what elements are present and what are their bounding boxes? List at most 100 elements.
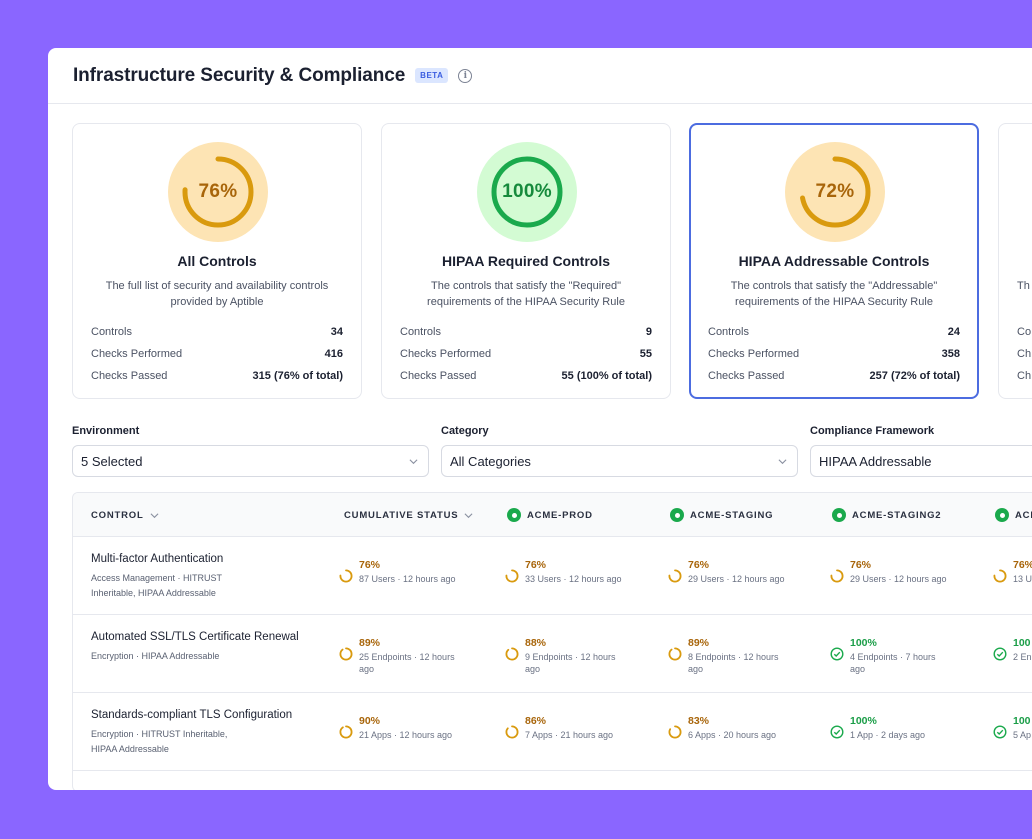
progress-ring: 100% (477, 142, 577, 242)
check-circle-icon (993, 647, 1007, 661)
compliance-framework-select[interactable]: HIPAA Addressable (810, 445, 1032, 477)
status-percent: 88% (525, 637, 547, 649)
column-header-acme-staging[interactable]: ACME-STAGING (670, 493, 773, 537)
stat-label: Checks Performed (400, 348, 492, 360)
stat-row: Controls 24 (708, 321, 960, 343)
table-row[interactable]: Standards-compliant TLS Configuration Enc… (73, 693, 1032, 771)
stat-value: 416 (324, 348, 343, 360)
status-percent: 100% (850, 715, 877, 727)
partial-progress-icon (668, 569, 682, 583)
column-header-acme-prod[interactable]: ACME-PROD (507, 493, 593, 537)
column-header-cumulative-status[interactable]: CUMULATIVE STATUS (344, 493, 473, 537)
card-description: The controls that satisfy the "Addressab… (730, 280, 938, 308)
stat-label: Co (1017, 326, 1032, 338)
check-circle-icon (830, 647, 844, 661)
stat-row: Co (1017, 321, 1032, 343)
status-percent: 90% (359, 715, 381, 727)
partial-progress-icon (505, 725, 519, 739)
stat-row: Checks Performed 358 (708, 343, 960, 365)
control-meta: Access Management · HITRUST Inheritable, … (91, 571, 321, 601)
category-filter: Category All Categories (441, 425, 798, 477)
stat-label: Controls (400, 326, 441, 338)
beta-badge: BETA (415, 68, 449, 83)
status-percent: 89% (688, 637, 710, 649)
check-circle-icon (830, 725, 844, 739)
stat-label: Checks Performed (708, 348, 800, 360)
status-percent: 76% (688, 559, 710, 571)
stat-label: Checks Passed (400, 370, 477, 382)
status-detail: 9 Endpoints · 12 hours ago (525, 652, 616, 674)
select-value: 5 Selected (81, 453, 143, 469)
card-description: The controls that satisfy the "Required"… (427, 280, 625, 308)
table-row[interactable]: Automated SSL/TLS Certificate Renewal Enc… (73, 615, 1032, 693)
controls-table: CONTROL CUMULATIVE STATUS ACME-PROD ACME… (72, 492, 1032, 790)
table-row[interactable]: Multi-factor Authentication Access Manage… (73, 537, 1032, 615)
status-detail: 7 Apps · 21 hours ago (525, 730, 614, 740)
card-hipaa-addressable[interactable]: 72% HIPAA Addressable Controls The contr… (689, 123, 979, 399)
column-header-label: CUMULATIVE STATUS (344, 509, 459, 521)
card-all-controls[interactable]: 76% All Controls The full list of securi… (72, 123, 362, 399)
control-name[interactable]: Multi-factor Authentication (91, 553, 224, 565)
status-percent: 76% (525, 559, 547, 571)
status-detail: 13 U hou (1013, 574, 1032, 584)
environment-status-icon (670, 508, 684, 522)
stat-value: 34 (330, 326, 343, 338)
chevron-down-icon (778, 458, 787, 464)
card-description: Th (1017, 280, 1030, 292)
environment-status-icon (832, 508, 846, 522)
stat-value: 257 (72% of total) (869, 370, 960, 382)
partial-progress-icon (505, 569, 519, 583)
panel-header: Infrastructure Security & Compliance BET… (48, 48, 1032, 104)
filter-label: Environment (72, 425, 140, 437)
partial-progress-icon (993, 569, 1007, 583)
stat-value: 9 (645, 326, 652, 338)
stat-label: Checks Performed (91, 348, 183, 360)
card-hipaa-required[interactable]: 100% HIPAA Required Controls The control… (381, 123, 671, 399)
control-name[interactable]: Automated SSL/TLS Certificate Renewal (91, 631, 299, 643)
chevron-down-icon (409, 458, 418, 464)
progress-arc (491, 156, 563, 228)
stat-row: Checks Performed 55 (400, 343, 652, 365)
status-percent: 83% (688, 715, 710, 727)
card-stats: Co Ch Ch (1017, 321, 1032, 387)
status-detail: 87 Users · 12 hours ago (359, 574, 456, 584)
status-percent: 100 (1013, 637, 1031, 649)
status-detail: 2 En hou (1013, 652, 1032, 662)
progress-ring: 72% (785, 142, 885, 242)
control-meta-line: Encryption · HITRUST Inheritable, (91, 729, 228, 739)
partial-progress-icon (830, 569, 844, 583)
column-header-control[interactable]: CONTROL (91, 493, 159, 537)
status-percent: 100% (850, 637, 877, 649)
card-partial[interactable]: Th Co Ch Ch (998, 123, 1032, 399)
percent-label: 72% (815, 181, 855, 202)
progress-arc (799, 156, 871, 228)
stat-row: Ch (1017, 365, 1032, 387)
category-select[interactable]: All Categories (441, 445, 798, 477)
card-title: HIPAA Required Controls (441, 253, 610, 269)
environment-select[interactable]: 5 Selected (72, 445, 429, 477)
summary-cards: 76% All Controls The full list of securi… (72, 123, 1032, 399)
column-header-acme-staging2[interactable]: ACME-STAGING2 (832, 493, 941, 537)
stat-row: Checks Passed 257 (72% of total) (708, 365, 960, 387)
card-stats: Controls 9 Checks Performed 55 Checks Pass… (400, 321, 652, 387)
select-value: HIPAA Addressable (819, 453, 932, 469)
status-detail: 8 Endpoints · 12 hours ago (688, 652, 779, 674)
stat-label: Ch (1017, 348, 1032, 360)
partial-progress-icon (668, 725, 682, 739)
environment-status-icon (995, 508, 1009, 522)
partial-progress-icon (668, 647, 682, 661)
stat-value: 315 (76% of total) (252, 370, 343, 382)
compliance-panel: Infrastructure Security & Compliance BET… (48, 48, 1032, 790)
stat-row: Checks Passed 315 (76% of total) (91, 365, 343, 387)
status-percent: 76% (359, 559, 381, 571)
info-icon[interactable]: i (458, 68, 473, 83)
stat-row: Checks Performed 416 (91, 343, 343, 365)
control-meta: Encryption · HIPAA Addressable (91, 649, 321, 664)
status-detail: 29 Users · 12 hours ago (850, 574, 947, 584)
column-header-partial[interactable]: ACI (995, 493, 1032, 537)
control-name[interactable]: Standards-compliant TLS Configuration (91, 709, 293, 721)
column-header-label: ACME-STAGING2 (852, 509, 942, 521)
status-detail: 1 App · 2 days ago (850, 730, 926, 740)
card-stats: Controls 34 Checks Performed 416 Checks Pa… (91, 321, 343, 387)
status-detail: 33 Users · 12 hours ago (525, 574, 622, 584)
